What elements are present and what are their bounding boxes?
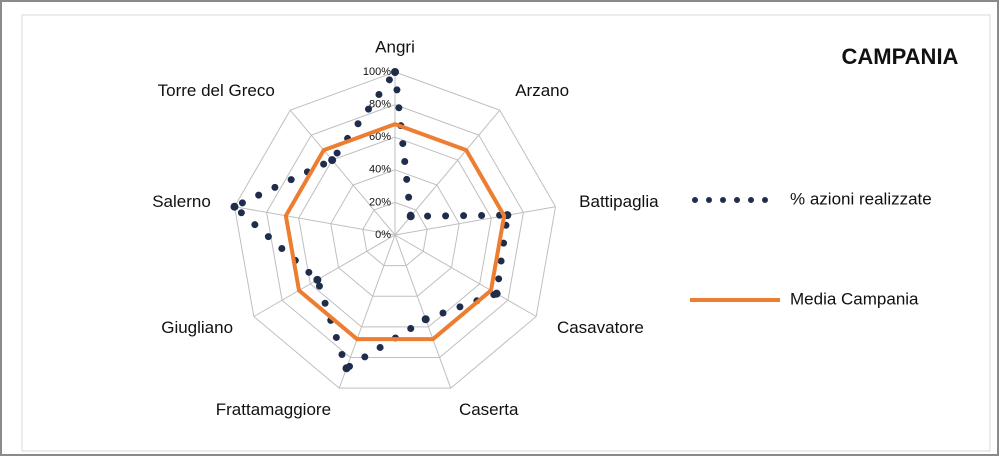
category-label: Angri (375, 37, 415, 56)
category-label: Arzano (515, 81, 569, 100)
tick-label: 60% (369, 131, 391, 143)
data-point (342, 364, 351, 373)
category-label: Frattamaggiore (216, 400, 331, 419)
series-line (283, 122, 507, 342)
legend-label: % azioni realizzate (790, 189, 932, 208)
chart-title: CAMPANIA (842, 44, 959, 69)
axis-spoke (394, 234, 537, 317)
axis-spoke (338, 234, 396, 389)
data-point (492, 289, 501, 298)
axis-spoke (234, 206, 396, 236)
plot-frame (21, 14, 991, 452)
category-label: Giugliano (161, 318, 233, 337)
axis-spoke (289, 109, 396, 236)
grid-ring (266, 104, 524, 359)
tick-label: 80% (369, 99, 391, 111)
data-point (230, 202, 239, 211)
legend-label: Media Campania (790, 289, 919, 308)
axis-spoke (394, 234, 452, 389)
axis-spoke (253, 234, 396, 317)
category-label: Torre del Greco (158, 81, 275, 100)
axis-spoke (394, 206, 556, 236)
tick-label: 40% (369, 164, 391, 176)
tick-label: 100% (363, 66, 391, 78)
data-point (313, 275, 322, 284)
data-point (421, 315, 430, 324)
tick-label: 20% (369, 196, 391, 208)
tick-label: 0% (375, 229, 391, 241)
grid-ring (362, 201, 428, 267)
data-point (406, 212, 415, 221)
category-label: Salerno (152, 192, 211, 211)
grid-ring (330, 169, 460, 297)
category-label: Battipaglia (579, 192, 659, 211)
grid-ring (298, 136, 492, 328)
category-label: Caserta (459, 400, 519, 419)
grid-ring (233, 71, 557, 389)
category-label: Casavatore (557, 318, 644, 337)
data-point (328, 156, 337, 165)
data-point (391, 68, 399, 76)
